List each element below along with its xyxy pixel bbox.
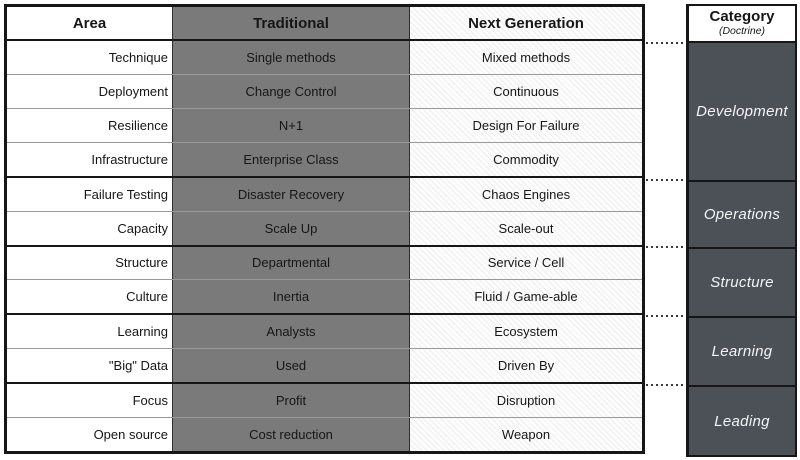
row-next-generation-value: Design For Failure <box>410 108 642 142</box>
table-row: Focus Profit Disruption <box>7 382 642 418</box>
category-title: Category <box>709 8 775 26</box>
table-row: Open source Cost reduction Weapon <box>7 417 642 452</box>
row-area-label: Failure Testing <box>7 177 172 211</box>
row-next-generation-value: Fluid / Game-able <box>410 280 642 314</box>
category-header: Category (Doctrine) <box>689 6 795 43</box>
category-leading: Leading <box>689 385 795 455</box>
row-traditional-value: N+1 <box>172 108 410 142</box>
category-operations: Operations <box>689 180 795 247</box>
header-next-generation: Next Generation <box>410 7 642 39</box>
row-next-generation-value: Mixed methods <box>410 41 642 74</box>
row-area-label: Learning <box>7 315 172 349</box>
row-area-label: Structure <box>7 246 172 280</box>
row-next-generation-value: Scale-out <box>410 211 642 245</box>
table-row: Technique Single methods Mixed methods <box>7 41 642 74</box>
row-next-generation-value: Weapon <box>410 418 642 452</box>
row-area-label: Open source <box>7 418 172 452</box>
header-area: Area <box>7 7 172 39</box>
table-row: Infrastructure Enterprise Class Commodit… <box>7 141 642 176</box>
category-development: Development <box>696 103 788 120</box>
row-area-label: Deployment <box>7 74 172 108</box>
table-row: Learning Analysts Ecosystem <box>7 313 642 349</box>
row-next-generation-value: Continuous <box>410 74 642 108</box>
category-learning: Learning <box>689 316 795 385</box>
category-column: Category (Doctrine) Development Operatio… <box>686 4 797 457</box>
table-row: "Big" Data Used Driven By <box>7 348 642 383</box>
header-row: Area Traditional Next Generation <box>7 7 642 41</box>
table-row: Culture Inertia Fluid / Game-able <box>7 279 642 314</box>
row-next-generation-value: Ecosystem <box>410 315 642 349</box>
row-traditional-value: Single methods <box>172 41 410 74</box>
row-next-generation-value: Service / Cell <box>410 246 642 280</box>
row-area-label: Culture <box>7 280 172 314</box>
category-subtitle: (Doctrine) <box>718 24 766 37</box>
row-traditional-value: Departmental <box>172 246 410 280</box>
dotted-connector-structure <box>646 315 686 317</box>
row-next-generation-value: Driven By <box>410 349 642 383</box>
row-area-label: Resilience <box>7 108 172 142</box>
category-structure: Structure <box>689 247 795 316</box>
row-traditional-value: Analysts <box>172 315 410 349</box>
row-traditional-value: Cost reduction <box>172 418 410 452</box>
row-traditional-value: Enterprise Class <box>172 142 410 176</box>
row-traditional-value: Change Control <box>172 74 410 108</box>
row-next-generation-value: Commodity <box>410 142 642 176</box>
dotted-connector-operations <box>646 246 686 248</box>
row-traditional-value: Disaster Recovery <box>172 177 410 211</box>
table-row: Resilience N+1 Design For Failure <box>7 107 642 142</box>
row-area-label: Capacity <box>7 211 172 245</box>
table-row: Structure Departmental Service / Cell <box>7 244 642 280</box>
dotted-connector-learning <box>646 384 686 386</box>
row-next-generation-value: Chaos Engines <box>410 177 642 211</box>
row-traditional-value: Profit <box>172 384 410 418</box>
row-area-label: Focus <box>7 384 172 418</box>
main-table: Area Traditional Next Generation Techniq… <box>4 4 645 454</box>
table-row: Failure Testing Disaster Recovery Chaos … <box>7 175 642 211</box>
header-traditional: Traditional <box>172 7 410 39</box>
dotted-connector-header <box>646 42 686 44</box>
row-traditional-value: Used <box>172 349 410 383</box>
row-traditional-value: Scale Up <box>172 211 410 245</box>
row-area-label: "Big" Data <box>7 349 172 383</box>
row-area-label: Technique <box>7 41 172 74</box>
dotted-connector-development <box>646 179 686 181</box>
table-row: Deployment Change Control Continuous <box>7 73 642 108</box>
table-row: Capacity Scale Up Scale-out <box>7 210 642 245</box>
row-next-generation-value: Disruption <box>410 384 642 418</box>
row-traditional-value: Inertia <box>172 280 410 314</box>
row-area-label: Infrastructure <box>7 142 172 176</box>
